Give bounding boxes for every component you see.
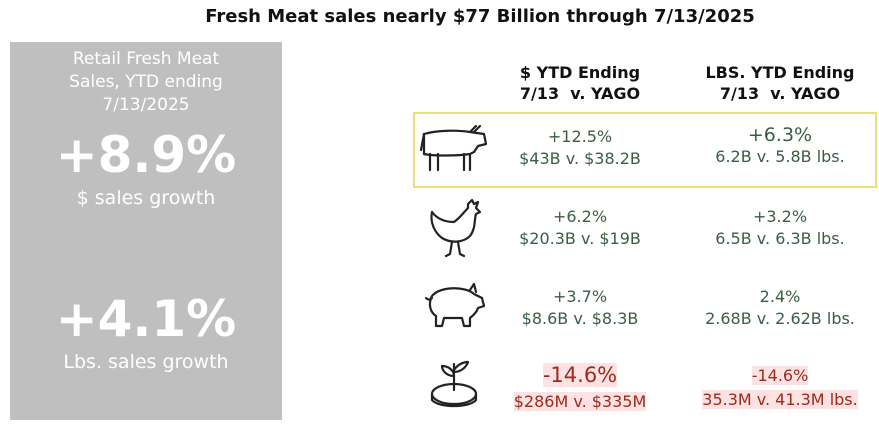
dollar-caption: $ sales growth xyxy=(76,187,216,209)
lbs-detail: 35.3M v. 41.3M lbs. xyxy=(702,390,858,409)
cell: -14.6% 35.3M v. 41.3M lbs. xyxy=(680,364,879,412)
lbs-detail: 2.68B v. 2.62B lbs. xyxy=(705,309,855,328)
dollar-change: -14.6% xyxy=(480,362,680,389)
dollar-growth: +8.9% xyxy=(55,126,237,184)
header-line: $ YTD Ending xyxy=(519,63,641,82)
column-header: LBS. YTD Ending 7/13 v. YAGO xyxy=(680,62,879,104)
lbs-detail: 6.2B v. 5.8B lbs. xyxy=(715,147,845,166)
plant-icon xyxy=(430,360,478,408)
column-header: $ YTD Ending 7/13 v. YAGO xyxy=(480,62,680,104)
panel-label-line: 7/13/2025 xyxy=(102,95,190,115)
chicken-icon xyxy=(430,198,482,258)
header-line: 7/13 v. YAGO xyxy=(519,84,641,103)
panel-label-line: Retail Fresh Meat xyxy=(72,49,220,69)
lbs-change: +3.2% xyxy=(752,207,808,226)
highlight-box xyxy=(413,112,877,188)
lbs-change: +6.3% xyxy=(747,124,813,146)
cell: +3.7% $8.6B v. $8.3B xyxy=(480,286,680,330)
dollar-change: +6.2% xyxy=(552,207,608,226)
header-line: LBS. YTD Ending xyxy=(705,63,855,82)
pig-icon xyxy=(424,282,486,328)
dollar-change-text: -14.6% xyxy=(542,363,618,387)
dollar-change: +3.7% xyxy=(552,287,608,306)
title: Fresh Meat sales nearly $77 Billion thro… xyxy=(205,6,755,27)
panel-label: Retail Fresh Meat Sales, YTD ending 7/13… xyxy=(10,48,282,117)
lbs-change: -14.6% xyxy=(751,366,809,385)
lbs-growth: +4.1% xyxy=(55,290,237,348)
cell: -14.6% $286M v. $335M xyxy=(480,362,680,415)
header-line: 7/13 v. YAGO xyxy=(719,84,841,103)
lbs-change: 2.4% xyxy=(759,287,801,306)
beef-icon xyxy=(419,124,488,172)
cell: +6.3% 6.2B v. 5.8B lbs. xyxy=(680,124,879,168)
panel-label-line: Sales, YTD ending xyxy=(69,72,223,92)
summary-panel: Retail Fresh Meat Sales, YTD ending 7/13… xyxy=(10,42,282,420)
dollar-detail: $20.3B v. $19B xyxy=(519,229,641,248)
dollar-detail: $8.6B v. $8.3B xyxy=(521,309,639,328)
lbs-caption: Lbs. sales growth xyxy=(63,351,229,373)
cell: +3.2% 6.5B v. 6.3B lbs. xyxy=(680,206,879,250)
cell: +6.2% $20.3B v. $19B xyxy=(480,206,680,250)
cell: 2.4% 2.68B v. 2.62B lbs. xyxy=(680,286,879,330)
dollar-detail: $286M v. $335M xyxy=(513,392,647,411)
cell: +12.5% $43B v. $38.2B xyxy=(480,126,680,170)
lbs-detail: 6.5B v. 6.3B lbs. xyxy=(715,229,845,248)
dollar-change: +12.5% xyxy=(547,127,613,146)
dollar-detail: $43B v. $38.2B xyxy=(519,149,641,168)
